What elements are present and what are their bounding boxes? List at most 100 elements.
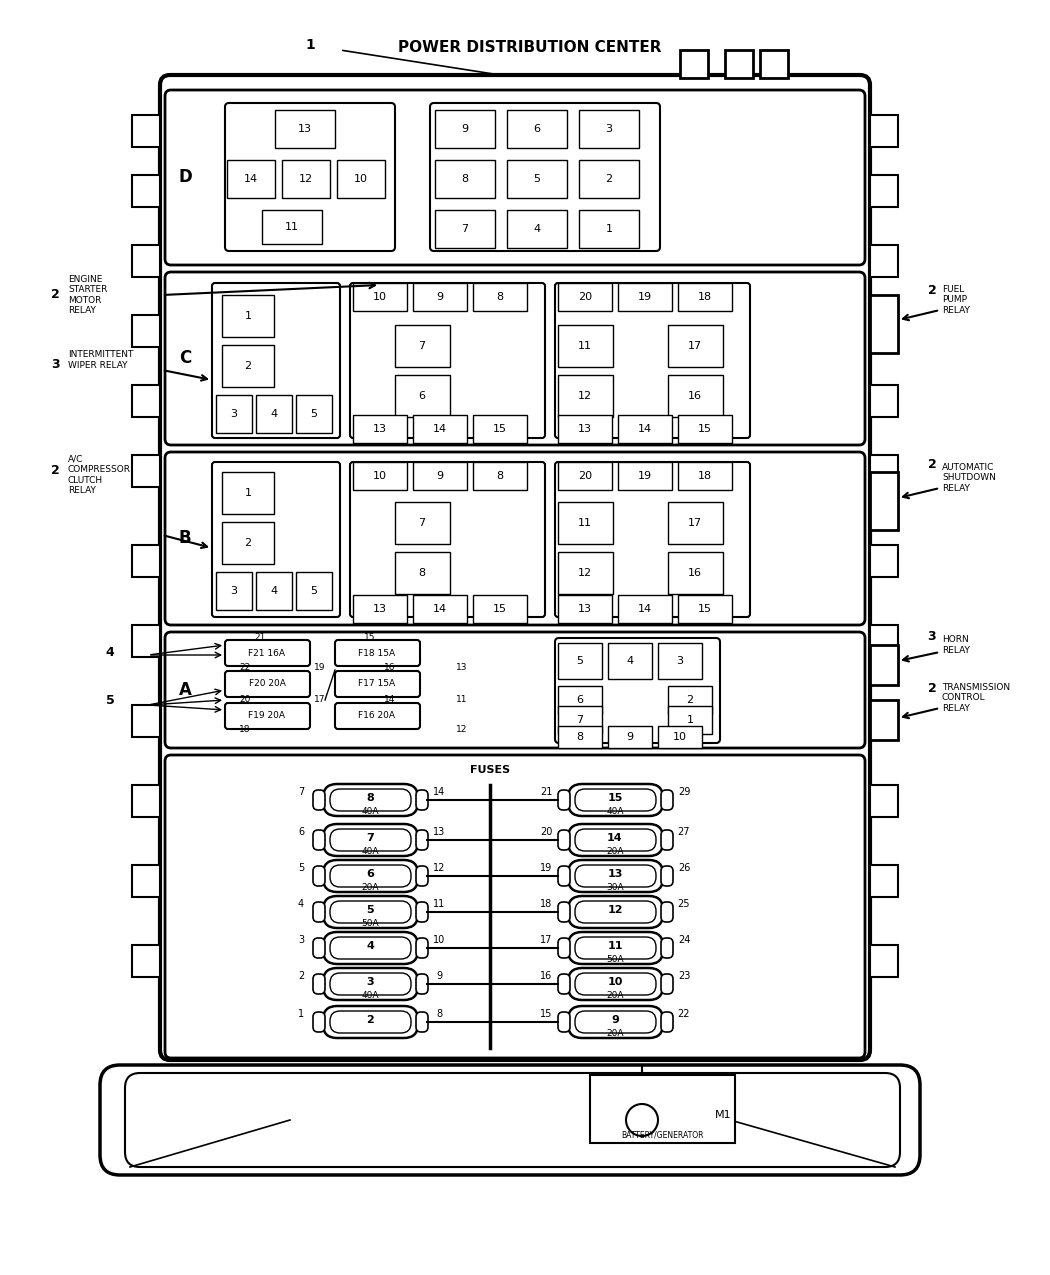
Text: 15: 15: [494, 604, 507, 615]
Text: 4: 4: [271, 586, 277, 595]
Bar: [618, 283, 672, 311]
FancyBboxPatch shape: [662, 866, 673, 886]
Bar: [132, 115, 160, 147]
FancyBboxPatch shape: [225, 671, 310, 697]
Text: 14: 14: [244, 173, 258, 184]
Text: 15: 15: [364, 632, 376, 641]
Text: 11: 11: [433, 899, 445, 909]
FancyBboxPatch shape: [558, 830, 570, 850]
Text: 2: 2: [298, 972, 304, 980]
Bar: [608, 725, 652, 748]
FancyBboxPatch shape: [568, 784, 663, 816]
FancyBboxPatch shape: [125, 1074, 900, 1167]
Text: 19: 19: [638, 470, 652, 481]
Bar: [435, 110, 495, 148]
Bar: [558, 686, 602, 714]
Text: A/C
COMPRESSOR
CLUTCH
RELAY: A/C COMPRESSOR CLUTCH RELAY: [68, 455, 131, 495]
Text: 10: 10: [673, 732, 687, 742]
FancyBboxPatch shape: [313, 974, 326, 994]
Text: 3: 3: [50, 358, 59, 371]
FancyBboxPatch shape: [416, 938, 428, 958]
FancyBboxPatch shape: [335, 703, 420, 729]
Text: 9: 9: [437, 470, 443, 481]
Text: 20: 20: [578, 470, 592, 481]
FancyBboxPatch shape: [160, 75, 870, 1060]
Bar: [870, 785, 898, 817]
Text: 2: 2: [245, 361, 252, 371]
Bar: [870, 385, 898, 417]
Text: 13: 13: [578, 425, 592, 434]
Bar: [222, 521, 274, 564]
FancyBboxPatch shape: [416, 1012, 428, 1031]
Bar: [870, 625, 898, 657]
Text: 4: 4: [106, 645, 114, 658]
Text: 24: 24: [678, 935, 690, 945]
Bar: [337, 159, 385, 198]
Bar: [870, 175, 898, 207]
Bar: [472, 283, 527, 311]
Bar: [256, 572, 292, 609]
Bar: [132, 945, 160, 977]
Text: 17: 17: [540, 935, 552, 945]
FancyBboxPatch shape: [555, 462, 750, 617]
Text: F21 16A: F21 16A: [249, 649, 286, 658]
FancyBboxPatch shape: [558, 901, 570, 922]
Bar: [222, 472, 274, 514]
FancyBboxPatch shape: [558, 866, 570, 886]
Text: D: D: [178, 168, 192, 186]
Text: 40A: 40A: [606, 807, 624, 816]
Text: 20A: 20A: [606, 1029, 624, 1038]
Text: 2: 2: [50, 464, 60, 477]
Text: 17: 17: [688, 518, 702, 528]
Text: 23: 23: [678, 972, 690, 980]
Text: F16 20A: F16 20A: [358, 711, 396, 720]
Text: 19: 19: [638, 292, 652, 302]
Text: 5: 5: [311, 586, 317, 595]
Text: 14: 14: [384, 695, 396, 705]
FancyBboxPatch shape: [330, 901, 411, 923]
Bar: [678, 462, 732, 490]
Text: 1: 1: [245, 311, 252, 321]
FancyBboxPatch shape: [212, 283, 340, 439]
Text: 21: 21: [254, 632, 266, 641]
Bar: [413, 595, 467, 623]
Bar: [590, 1075, 735, 1142]
Text: 2: 2: [366, 1015, 374, 1025]
Bar: [558, 552, 613, 594]
Text: 18: 18: [540, 899, 552, 909]
FancyBboxPatch shape: [662, 1012, 673, 1031]
Bar: [668, 325, 723, 367]
FancyBboxPatch shape: [662, 901, 673, 922]
FancyBboxPatch shape: [430, 103, 660, 251]
Text: 13: 13: [433, 827, 445, 836]
Bar: [558, 283, 612, 311]
Bar: [395, 325, 450, 367]
FancyBboxPatch shape: [323, 824, 418, 856]
Text: 2: 2: [927, 459, 937, 472]
FancyBboxPatch shape: [313, 938, 326, 958]
Bar: [870, 945, 898, 977]
Text: 27: 27: [677, 827, 690, 836]
Text: 6: 6: [576, 695, 584, 705]
Bar: [668, 375, 723, 417]
Bar: [132, 175, 160, 207]
FancyBboxPatch shape: [555, 638, 720, 743]
Text: 2: 2: [927, 682, 937, 695]
Text: 20A: 20A: [606, 991, 624, 1000]
Bar: [132, 315, 160, 347]
FancyBboxPatch shape: [662, 790, 673, 810]
FancyBboxPatch shape: [165, 755, 865, 1058]
FancyBboxPatch shape: [555, 283, 750, 439]
Text: 15: 15: [698, 425, 712, 434]
Text: 11: 11: [457, 695, 467, 705]
Text: 12: 12: [457, 725, 467, 734]
Bar: [132, 705, 160, 737]
Bar: [558, 502, 613, 544]
Text: 2: 2: [687, 695, 694, 705]
Bar: [668, 502, 723, 544]
Text: 10: 10: [433, 935, 445, 945]
Text: 11: 11: [607, 941, 623, 951]
Text: 29: 29: [678, 787, 690, 797]
FancyBboxPatch shape: [100, 1065, 920, 1176]
Text: 1: 1: [606, 224, 612, 235]
